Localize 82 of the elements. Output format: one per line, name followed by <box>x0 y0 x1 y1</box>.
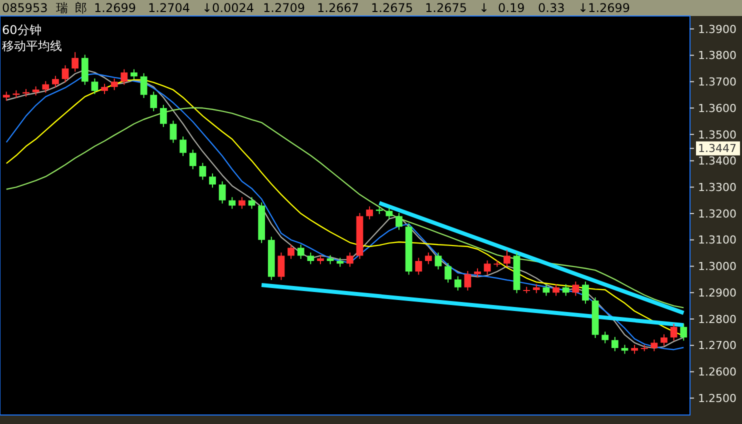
candlestick <box>110 78 118 91</box>
candlestick <box>484 260 491 276</box>
text: 1.2667 <box>317 1 359 15</box>
candlestick <box>140 72 148 99</box>
y-tick-label: 1.2800 <box>698 312 736 326</box>
y-tick-label: 1.3400 <box>698 154 736 168</box>
candlestick <box>248 196 256 210</box>
text: 0.19 <box>498 1 525 15</box>
candlestick <box>562 284 570 296</box>
candlestick <box>170 120 177 144</box>
text: ↓ <box>479 1 490 15</box>
candlestick <box>680 323 688 342</box>
candlestick <box>424 252 432 265</box>
candlestick <box>572 281 580 296</box>
candlestick <box>611 336 618 352</box>
candlestick <box>650 339 658 352</box>
candlestick <box>670 323 678 342</box>
candlestick <box>464 270 472 292</box>
y-tick-label: 1.2700 <box>698 339 736 352</box>
candlestick <box>81 54 88 86</box>
y-tick-label: 1.3447 <box>698 142 736 156</box>
candlestick <box>278 252 285 280</box>
candlestick <box>660 334 668 346</box>
y-tick-label: 1.3300 <box>698 181 736 194</box>
candlestick <box>434 252 442 270</box>
text: 1.2709 <box>263 1 305 15</box>
text: ↓1.2699 <box>578 1 630 15</box>
candlestick <box>366 206 373 220</box>
y-tick-label: 1.3500 <box>698 128 736 142</box>
candlestick <box>444 262 452 284</box>
candlestick <box>218 180 226 204</box>
text: 085953 <box>2 1 48 15</box>
candlestick <box>542 284 550 296</box>
text: 移动平均线 <box>2 39 62 53</box>
y-tick-label: 1.3800 <box>698 49 736 62</box>
y-tick-label: 1.3700 <box>698 76 736 89</box>
candlestick <box>199 162 206 180</box>
text: 60分钟 <box>2 23 42 37</box>
candlestick <box>189 149 196 170</box>
candlestick <box>552 284 560 296</box>
candlestick <box>396 212 402 230</box>
candlestick <box>238 196 246 210</box>
candlestick <box>91 78 98 95</box>
y-tick-label: 1.3600 <box>698 102 736 115</box>
text: 1.2675 <box>371 1 413 15</box>
text: 瑞 <box>56 1 68 15</box>
candlestick <box>297 244 304 260</box>
candlestick <box>602 331 609 344</box>
candlestick <box>504 249 510 268</box>
text: 郎 <box>75 1 87 15</box>
y-tick-label: 1.2900 <box>698 286 736 300</box>
candlestick <box>346 252 354 268</box>
candlestick <box>288 244 294 260</box>
candlestick <box>130 68 138 80</box>
candlestick <box>386 207 393 220</box>
candlestick <box>454 276 462 292</box>
y-tick-label: 1.3000 <box>698 260 736 274</box>
y-tick-label: 1.3200 <box>698 207 736 220</box>
candlestick <box>42 80 50 94</box>
text: 1.2699 <box>94 1 136 15</box>
candlestick <box>228 196 236 210</box>
text: 1.2675 <box>425 1 467 15</box>
candlestick <box>72 52 79 72</box>
candlestick <box>62 64 69 83</box>
candlestick <box>101 83 108 95</box>
candlestick <box>180 136 186 157</box>
candlestick <box>160 104 167 128</box>
text: 0.33 <box>538 1 565 15</box>
candlestick <box>52 75 59 88</box>
y-tick-label: 1.2600 <box>698 366 736 379</box>
y-tick-label: 1.3100 <box>698 234 736 247</box>
text: 1.2704 <box>148 1 190 15</box>
y-tick-label: 1.2500 <box>698 392 736 405</box>
line-series <box>6 107 684 308</box>
candlestick <box>307 252 314 265</box>
y-tick-label: 1.3900 <box>698 22 736 36</box>
candlestick <box>150 91 158 112</box>
candlestick <box>582 281 589 304</box>
candlestick <box>209 172 216 188</box>
text: ↓0.0024 <box>202 1 254 15</box>
candlestick <box>120 68 128 86</box>
candlestick <box>415 257 422 276</box>
